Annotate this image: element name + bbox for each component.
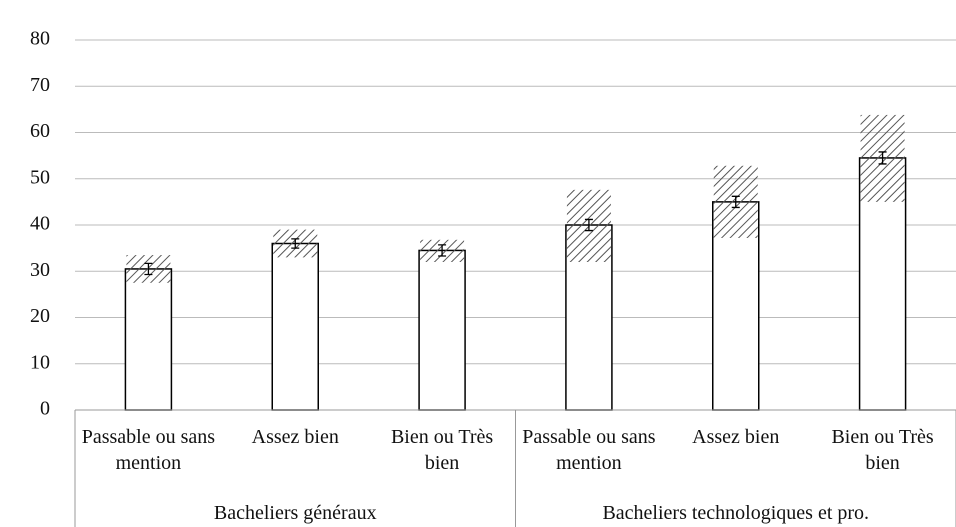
error-bar [291,238,300,249]
y-tick-label: 40 [30,213,50,235]
bar [418,249,466,411]
group-label: Bacheliers technologiques et pro. [602,502,870,524]
error-bar [878,151,887,165]
error-bar [438,244,447,257]
x-tick-label: Bien ou Très bien [831,426,934,474]
x-tick-label: Passable ou sans mention [81,426,216,474]
x-tick-label: Passable ou sans mention [522,426,656,474]
y-tick-label: 50 [30,166,50,188]
bar [271,242,319,411]
y-tick-label: 80 [30,28,50,50]
x-tick-label: Bien ou Très bien [390,426,494,474]
y-tick-label: 20 [30,305,50,327]
error-bar [731,195,740,209]
y-tick-label: 60 [30,120,50,142]
x-tick-label: Assez bien [251,426,339,448]
x-tick-label: Assez bien [692,426,780,448]
y-tick-label: 30 [30,259,50,281]
y-tick-label: 70 [30,74,50,96]
error-bar [584,218,593,232]
group-label: Bacheliers généraux [213,502,377,524]
error-bar [144,262,153,276]
y-tick-label: 0 [40,398,50,420]
y-tick-label: 10 [30,351,50,373]
bar [124,268,173,411]
